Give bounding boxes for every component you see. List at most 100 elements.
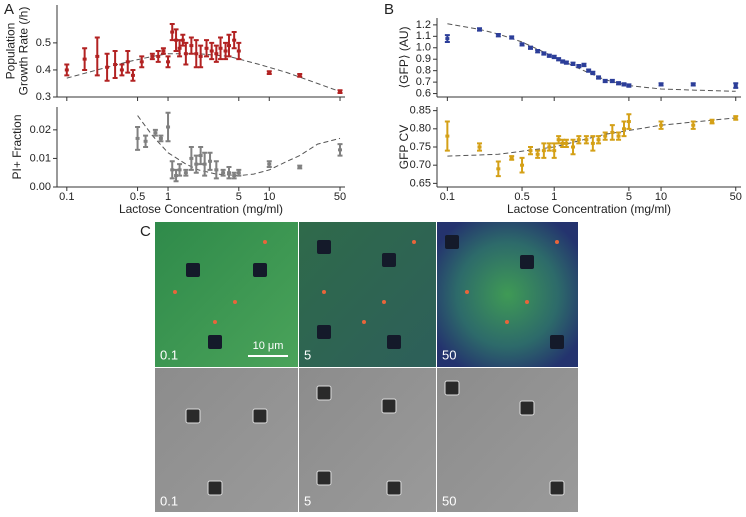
micrograph-well	[520, 255, 534, 269]
data-point	[616, 134, 621, 138]
data-point	[590, 141, 595, 145]
data-point	[547, 145, 552, 149]
data-point	[496, 167, 501, 171]
data-point	[177, 168, 182, 172]
data-point	[82, 57, 87, 61]
y-tick-label: 0.7	[416, 76, 431, 88]
data-point	[596, 138, 601, 142]
data-point	[119, 68, 124, 72]
micrograph-well	[382, 253, 396, 267]
x-tick-label: 50	[334, 191, 346, 203]
micrograph-well	[317, 325, 331, 339]
data-point	[202, 162, 207, 166]
data-point	[733, 116, 738, 120]
data-point	[158, 136, 163, 140]
data-point	[552, 149, 557, 153]
data-point	[150, 54, 155, 58]
data-point	[584, 138, 589, 142]
y-tick-label: 0.70	[410, 159, 431, 171]
x-axis-label: Lactose Concentration (mg/ml)	[119, 202, 283, 216]
micrograph-well	[387, 335, 401, 349]
data-point	[170, 168, 175, 172]
data-point	[622, 82, 627, 86]
data-point	[177, 46, 182, 50]
data-point	[541, 51, 546, 55]
data-point	[603, 79, 608, 83]
data-point	[174, 38, 179, 42]
data-point	[622, 127, 627, 131]
y-axis-label: Growth Rate (/h)	[17, 7, 31, 96]
data-point	[156, 54, 161, 58]
micrograph-well	[316, 470, 332, 486]
cell-spot	[555, 240, 559, 244]
data-point	[338, 148, 343, 152]
cell-spot	[173, 290, 177, 294]
data-point	[125, 60, 130, 64]
y-tick-label: 0.85	[410, 105, 431, 117]
data-point	[214, 52, 219, 56]
data-point	[218, 46, 223, 50]
panel-label: A	[4, 1, 14, 18]
data-point	[64, 68, 69, 72]
data-point	[198, 154, 203, 158]
y-axis-label: ⟨GFP⟩ (AU)	[397, 26, 411, 88]
data-point	[535, 49, 540, 53]
data-point	[659, 123, 664, 127]
x-tick-label: 10	[655, 191, 667, 203]
y-tick-label: 0.00	[30, 181, 51, 193]
y-axis-label: GFP CV	[397, 125, 411, 169]
micrograph-well	[207, 480, 223, 496]
data-point	[509, 156, 514, 160]
data-point	[209, 49, 214, 53]
data-point	[105, 65, 110, 69]
micrograph-label: 5	[304, 493, 311, 508]
data-point	[445, 134, 450, 138]
fit-line	[447, 23, 736, 92]
cell-spot	[263, 240, 267, 244]
y-tick-label: 0.4	[36, 64, 51, 76]
data-point	[590, 71, 595, 75]
y-tick-label: 0.75	[410, 141, 431, 153]
data-point	[477, 145, 482, 149]
y-tick-label: 0.5	[36, 37, 51, 49]
data-point	[659, 82, 664, 86]
micrograph-label: 0.1	[160, 493, 178, 508]
data-point	[528, 46, 533, 50]
data-point	[581, 63, 586, 67]
data-point	[496, 33, 501, 37]
cell-spot	[525, 300, 529, 304]
data-point	[232, 38, 237, 42]
data-point	[161, 49, 166, 53]
x-tick-label: 1	[165, 191, 171, 203]
data-point	[445, 37, 450, 41]
y-tick-label: 0.80	[410, 123, 431, 135]
data-point	[571, 62, 576, 66]
data-point	[477, 27, 482, 31]
data-point	[338, 90, 343, 94]
data-point	[564, 141, 569, 145]
data-point	[626, 120, 631, 124]
micrograph-well	[317, 240, 331, 254]
data-point	[166, 60, 171, 64]
data-point	[509, 35, 514, 39]
data-point	[232, 174, 237, 178]
data-point	[130, 73, 135, 77]
micrograph-well	[208, 335, 222, 349]
cell-spot	[465, 290, 469, 294]
cell-spot	[412, 240, 416, 244]
micrograph-well	[316, 385, 332, 401]
data-point	[586, 69, 591, 73]
y-tick-label: 1.0	[416, 42, 431, 54]
data-point	[610, 130, 615, 134]
y-tick-label: 0.65	[410, 177, 431, 189]
data-point	[267, 71, 272, 75]
y-tick-label: 0.8	[416, 65, 431, 77]
data-point	[576, 138, 581, 142]
data-point	[626, 84, 631, 88]
data-point	[576, 64, 581, 68]
micrograph	[155, 368, 298, 513]
data-point	[170, 30, 175, 34]
data-point	[267, 162, 272, 166]
data-point	[556, 57, 561, 61]
